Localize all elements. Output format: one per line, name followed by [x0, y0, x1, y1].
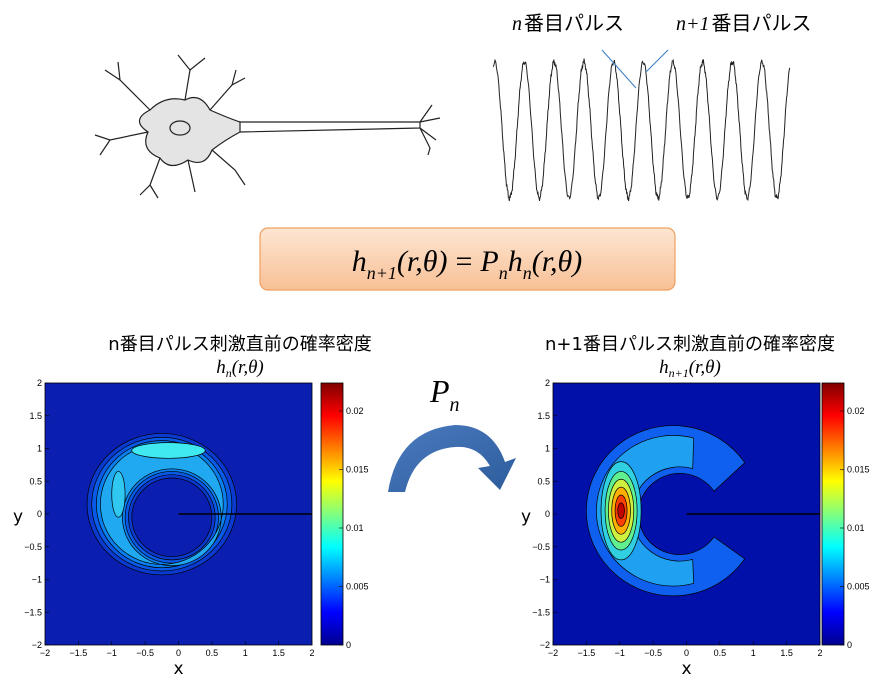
y-tick-label: 1 [37, 444, 42, 454]
label-text: 番目パルス [712, 11, 812, 35]
y-tick-label: 1.5 [537, 411, 550, 421]
y-tick-label: 0.5 [29, 476, 42, 486]
symbol: h [659, 357, 669, 378]
y-tick-label: −1.5 [532, 607, 550, 617]
x-tick-label: 0 [684, 648, 689, 658]
colorbar-tick-label: 0.01 [346, 523, 364, 533]
plot-title: n+1番目パルス刺激直前の確率密度 [545, 334, 835, 355]
operator-label: Pn [429, 373, 460, 416]
x-tick-label: 1.5 [780, 648, 793, 658]
plot-formula: hn+1(r,θ) [659, 357, 721, 380]
contour-peak [618, 503, 625, 519]
neuron-body [139, 98, 240, 166]
y-tick-label: −1.5 [24, 607, 42, 617]
contour-peak [112, 471, 125, 517]
y-tick-label: 1.5 [29, 411, 42, 421]
y-tick-label: 0 [37, 509, 42, 519]
x-tick-label: 0 [176, 648, 181, 658]
operator: P [479, 245, 498, 278]
args: (r,θ) [689, 357, 721, 378]
args: (r,θ) [532, 245, 583, 278]
colorbar-tick-label: 0.005 [847, 582, 870, 592]
y-tick-label: 1 [545, 444, 550, 454]
neuron-drawing [95, 55, 440, 198]
x-tick-label: −1 [107, 648, 117, 658]
y-tick-label: −0.5 [24, 542, 42, 552]
symbol: h [508, 245, 523, 278]
x-tick-label: 2 [817, 648, 822, 658]
subscript: n+1 [669, 366, 689, 380]
y-tick-label: 0 [545, 509, 550, 519]
y-tick-label: −1 [540, 575, 550, 585]
args: (r,θ) [397, 245, 448, 278]
y-tick-label: 2 [37, 378, 42, 388]
x-tick-label: 1.5 [272, 648, 285, 658]
symbol: h [352, 245, 367, 278]
x-tick-label: 0.5 [714, 648, 727, 658]
x-tick-label: 0.5 [206, 648, 219, 658]
page: n番目パルス n+1番目パルス hn+1(r,θ)=Pnhn(r,θ) Pn n… [0, 0, 885, 681]
x-tick-label: 1 [751, 648, 756, 658]
symbol: P [429, 373, 450, 409]
symbol: h [216, 357, 226, 378]
subscript: n [499, 263, 508, 283]
args: (r,θ) [232, 357, 264, 378]
pointer-arrow [602, 50, 636, 88]
x-tick-label: −0.5 [136, 648, 154, 658]
x-tick-label: −1 [615, 648, 625, 658]
y-axis-label: y [13, 507, 23, 527]
colorbar [321, 383, 343, 645]
y-tick-label: −0.5 [532, 542, 550, 552]
subscript: n [523, 263, 532, 283]
label-text: 番目パルス [524, 11, 624, 35]
x-axis-label: x [681, 659, 691, 679]
subscript: n+1 [367, 263, 397, 283]
subscript: n [450, 394, 460, 416]
x-tick-label: −0.5 [644, 648, 662, 658]
x-tick-label: 2 [309, 648, 314, 658]
x-tick-label: 1 [243, 648, 248, 658]
colorbar [822, 383, 844, 645]
x-tick-label: −1.5 [577, 648, 595, 658]
x-axis-label: x [173, 659, 183, 679]
equals: = [455, 245, 472, 278]
plot-title: n番目パルス刺激直前の確率密度 [108, 334, 371, 355]
y-tick-label: −2 [540, 640, 550, 650]
colorbar-tick-label: 0.02 [847, 406, 865, 416]
y-tick-label: 2 [545, 378, 550, 388]
colorbar-tick-label: 0.02 [346, 406, 364, 416]
colorbar-tick-label: 0.005 [346, 582, 369, 592]
slide: n番目パルス n+1番目パルス hn+1(r,θ)=Pnhn(r,θ) Pn n… [0, 0, 885, 681]
y-tick-label: −1 [32, 575, 42, 585]
x-tick-label: −1.5 [69, 648, 87, 658]
y-tick-label: 0.5 [537, 476, 550, 486]
colorbar-tick-label: 0.015 [847, 465, 870, 475]
colorbar-tick-label: 0.015 [346, 465, 369, 475]
contour-peak [132, 443, 205, 459]
colorbar-tick-label: 0 [847, 640, 852, 650]
plot-formula: hn(r,θ) [216, 357, 264, 380]
variable: n+1 [676, 13, 710, 35]
pulse-waveform [493, 59, 790, 201]
colorbar-tick-label: 0.01 [847, 523, 865, 533]
variable: n [512, 13, 522, 35]
y-axis-label: y [521, 507, 531, 527]
pointer-arrow [646, 50, 668, 72]
curved-arrow [388, 425, 516, 492]
colorbar-tick-label: 0 [346, 640, 351, 650]
y-tick-label: −2 [32, 640, 42, 650]
axon [240, 122, 420, 132]
